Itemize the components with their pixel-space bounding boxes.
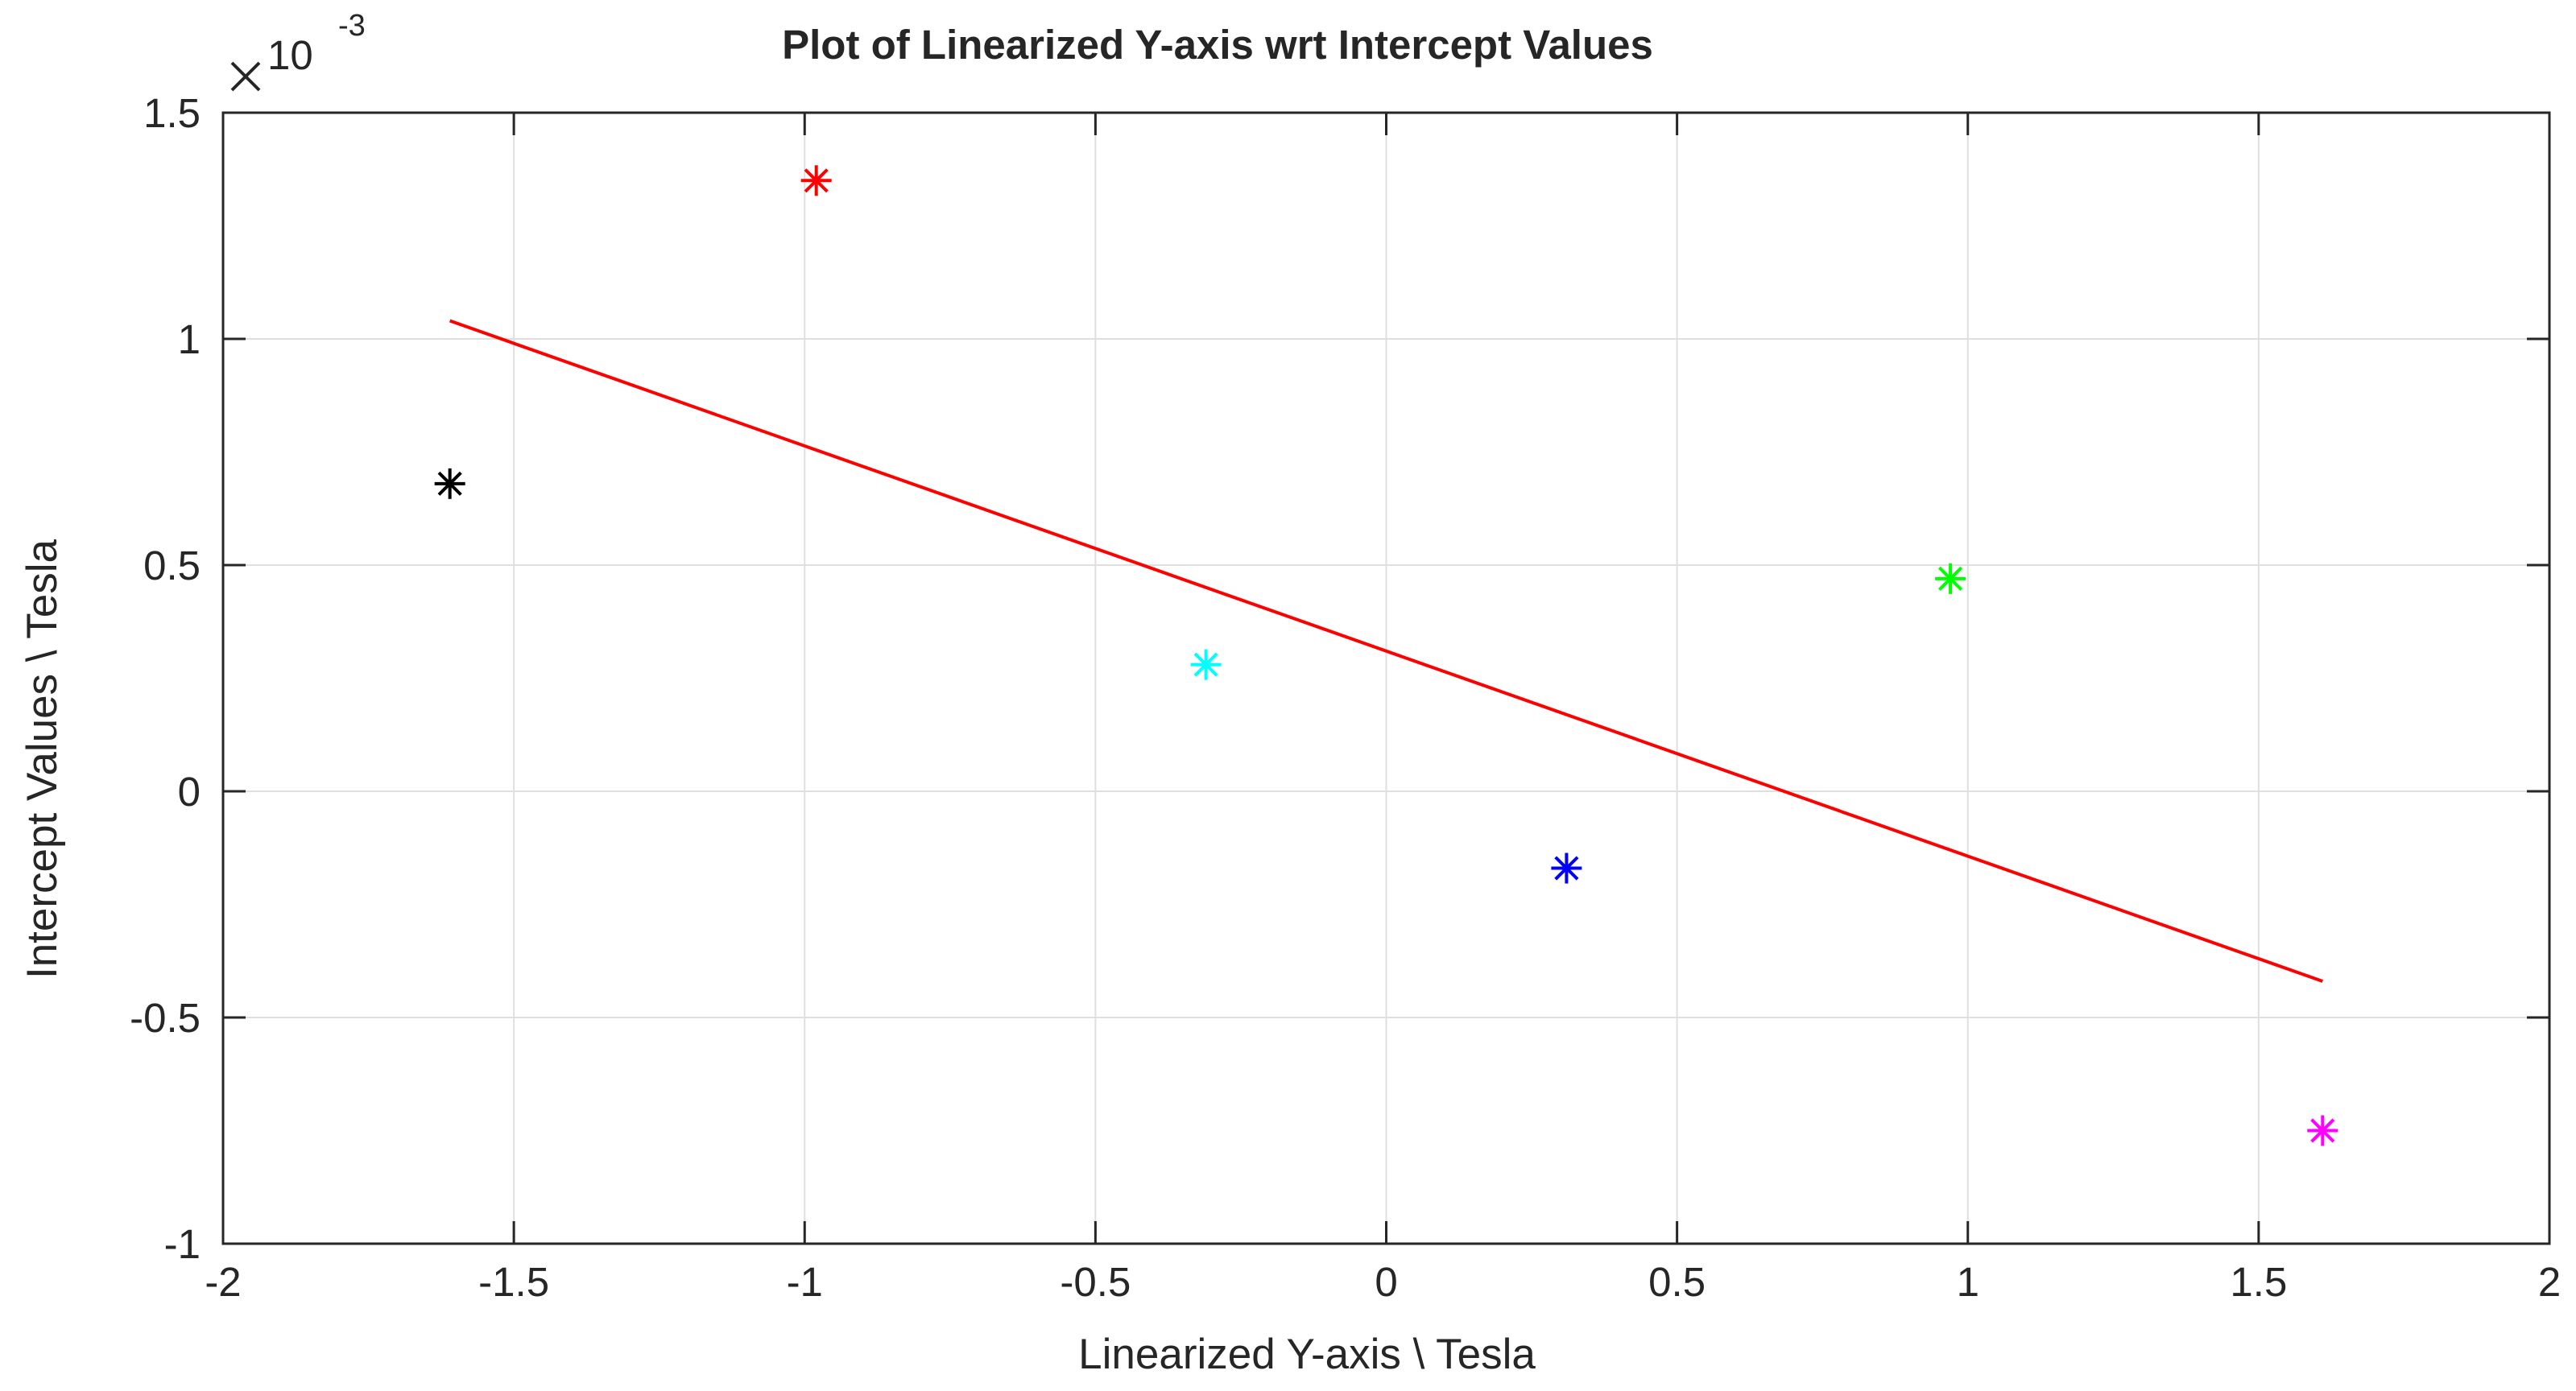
y-tick-label: 1.5 xyxy=(143,90,201,136)
data-point xyxy=(800,165,832,196)
data-point xyxy=(1935,563,1966,594)
x-tick-label: 0 xyxy=(1375,1259,1397,1305)
data-point xyxy=(1551,852,1582,884)
data-point xyxy=(2307,1115,2338,1146)
y-tick-label: -1 xyxy=(164,1221,201,1267)
points-layer xyxy=(434,165,2338,1146)
exponent-power: -3 xyxy=(338,9,366,43)
y-tick-label: -0.5 xyxy=(130,995,201,1041)
asterisk-marker-stroke xyxy=(1937,566,1963,591)
fit-line xyxy=(449,319,2323,983)
exponent-base: 10 xyxy=(267,32,313,78)
y-exponent-label: 10 -3 xyxy=(230,9,366,92)
x-tick-label: 1.5 xyxy=(2230,1259,2287,1305)
x-axis-label: Linearized Y-axis \ Tesla xyxy=(1078,1331,1536,1378)
chart-title: Plot of Linearized Y-axis wrt Intercept … xyxy=(782,22,1653,68)
axis-ticks xyxy=(221,111,2551,1245)
asterisk-marker-stroke xyxy=(1193,652,1218,677)
x-tick-label: -1 xyxy=(787,1259,823,1305)
asterisk-marker-stroke xyxy=(1554,856,1579,881)
grid xyxy=(223,113,2549,1244)
x-tick-label: -0.5 xyxy=(1060,1259,1131,1305)
y-tick-label: 0.5 xyxy=(143,543,201,588)
x-tick-label: -1.5 xyxy=(478,1259,549,1305)
y-axis-label: Intercept Values \ Tesla xyxy=(19,539,66,979)
x-tick-label: 0.5 xyxy=(1648,1259,1706,1305)
fit-line-layer xyxy=(449,319,2323,983)
multiply-sign-icon xyxy=(230,61,261,92)
x-tick-label: 1 xyxy=(1957,1259,1979,1305)
asterisk-marker-stroke xyxy=(437,471,462,496)
x-tick-label: -2 xyxy=(205,1259,241,1305)
x-tick-label: 2 xyxy=(2538,1259,2561,1305)
asterisk-marker-stroke xyxy=(2310,1118,2335,1143)
asterisk-marker-stroke xyxy=(804,168,829,193)
data-point xyxy=(434,468,465,499)
y-tick-labels: -1 -0.5 0 0.5 1 1.5 xyxy=(130,90,201,1267)
data-point xyxy=(1190,649,1222,680)
x-tick-labels: -2 -1.5 -1 -0.5 0 0.5 1 1.5 2 xyxy=(205,1259,2561,1305)
y-tick-label: 0 xyxy=(178,769,201,815)
y-tick-label: 1 xyxy=(178,316,201,362)
